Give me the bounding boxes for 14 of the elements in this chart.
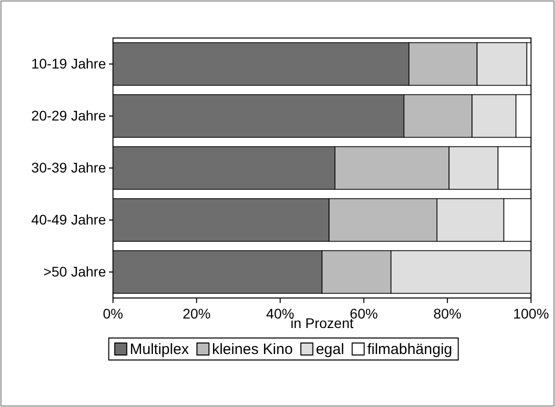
y-tick-label: 40-49 Jahre bbox=[31, 211, 106, 228]
legend-label: filmabhängig bbox=[367, 341, 452, 358]
x-tick-label: 20% bbox=[182, 306, 211, 322]
x-tick-label: 40% bbox=[266, 306, 294, 322]
y-tick-label: 20-29 Jahre bbox=[31, 107, 106, 124]
x-tick-label: 0% bbox=[102, 306, 124, 322]
x-tick-label: 100% bbox=[513, 306, 549, 322]
y-tick-label: >50 Jahre bbox=[43, 263, 106, 280]
y-tick-label: 30-39 Jahre bbox=[31, 159, 106, 176]
legend-label: kleines Kino bbox=[212, 341, 293, 358]
legend-label: egal bbox=[316, 341, 344, 358]
legend-label: Multiplex bbox=[130, 341, 190, 358]
x-tick-label: 80% bbox=[433, 306, 462, 322]
y-tick-label: 10-19 Jahre bbox=[31, 55, 106, 72]
